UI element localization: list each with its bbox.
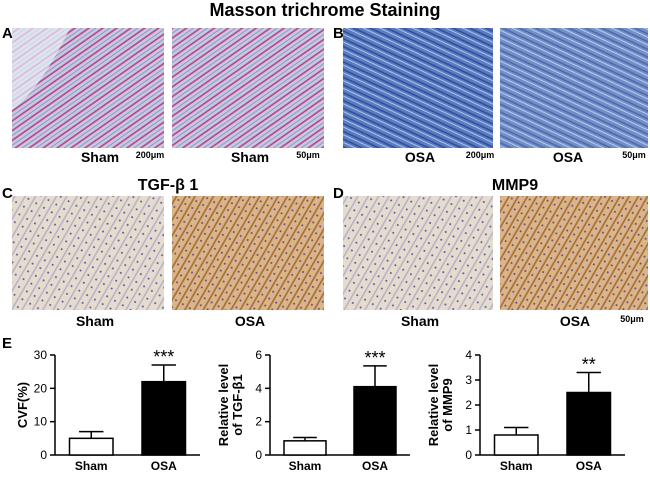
bar bbox=[566, 391, 612, 456]
bar bbox=[493, 434, 539, 456]
bar bbox=[283, 440, 327, 456]
caption: OSA bbox=[235, 313, 265, 329]
panel-heading: TGF-β 1 bbox=[138, 177, 199, 194]
panel-label: C bbox=[2, 185, 13, 202]
y-tick-label: 2 bbox=[465, 398, 472, 412]
scale-label: 50μm bbox=[622, 150, 646, 160]
x-tick-label: Sham bbox=[75, 459, 108, 473]
micrograph bbox=[343, 28, 493, 148]
y-tick-label: 3 bbox=[465, 373, 472, 387]
scale-label: 200μm bbox=[136, 150, 165, 160]
panel-label: D bbox=[333, 185, 344, 202]
micrograph bbox=[172, 196, 324, 310]
y-tick-label: 10 bbox=[34, 415, 48, 429]
y-tick-label: 2 bbox=[255, 415, 262, 429]
panel-heading: MMP9 bbox=[492, 177, 538, 194]
micrograph bbox=[12, 196, 164, 310]
panel-label: E bbox=[2, 335, 12, 352]
caption: Sham bbox=[81, 149, 119, 165]
x-tick-label: OSA bbox=[151, 459, 177, 473]
bar bbox=[68, 437, 114, 456]
micrograph bbox=[500, 28, 648, 148]
x-tick-label: Sham bbox=[500, 459, 533, 473]
y-tick-label: 1 bbox=[465, 423, 472, 437]
significance: *** bbox=[153, 347, 174, 367]
panel-label: B bbox=[333, 25, 344, 42]
scale-label: 50μm bbox=[620, 314, 644, 324]
significance: ** bbox=[582, 355, 596, 375]
scale-label: 50μm bbox=[296, 150, 320, 160]
y-tick-label: 4 bbox=[465, 348, 472, 362]
micrograph-shade bbox=[12, 28, 70, 110]
y-axis-label: of MMP9 bbox=[440, 378, 455, 431]
y-axis-label: Relative level bbox=[216, 364, 231, 446]
micrograph bbox=[500, 196, 648, 310]
y-tick-label: 30 bbox=[34, 348, 48, 362]
y-tick-label: 20 bbox=[34, 381, 48, 395]
panel-label: A bbox=[2, 25, 13, 42]
caption: OSA bbox=[405, 149, 435, 165]
caption: Sham bbox=[231, 149, 269, 165]
y-axis-label: CVF(%) bbox=[15, 382, 30, 428]
bar bbox=[141, 380, 187, 456]
bar bbox=[353, 385, 397, 456]
y-tick-label: 6 bbox=[255, 348, 262, 362]
caption: Sham bbox=[401, 313, 439, 329]
x-tick-label: OSA bbox=[362, 459, 388, 473]
micrograph bbox=[343, 196, 493, 310]
caption: Sham bbox=[76, 313, 114, 329]
significance: *** bbox=[364, 348, 385, 368]
y-axis-label: of TGF-β1 bbox=[230, 374, 245, 435]
y-tick-label: 4 bbox=[255, 381, 262, 395]
x-tick-label: Sham bbox=[289, 459, 322, 473]
caption: OSA bbox=[560, 313, 590, 329]
scale-label: 200μm bbox=[466, 150, 495, 160]
figure-title: Masson trichrome Staining bbox=[209, 0, 440, 20]
y-tick-label: 0 bbox=[40, 448, 47, 462]
micrograph bbox=[172, 28, 324, 148]
x-tick-label: OSA bbox=[576, 459, 602, 473]
y-tick-label: 0 bbox=[465, 448, 472, 462]
caption: OSA bbox=[553, 149, 583, 165]
y-tick-label: 0 bbox=[255, 448, 262, 462]
y-axis-label: Relative level bbox=[426, 364, 441, 446]
